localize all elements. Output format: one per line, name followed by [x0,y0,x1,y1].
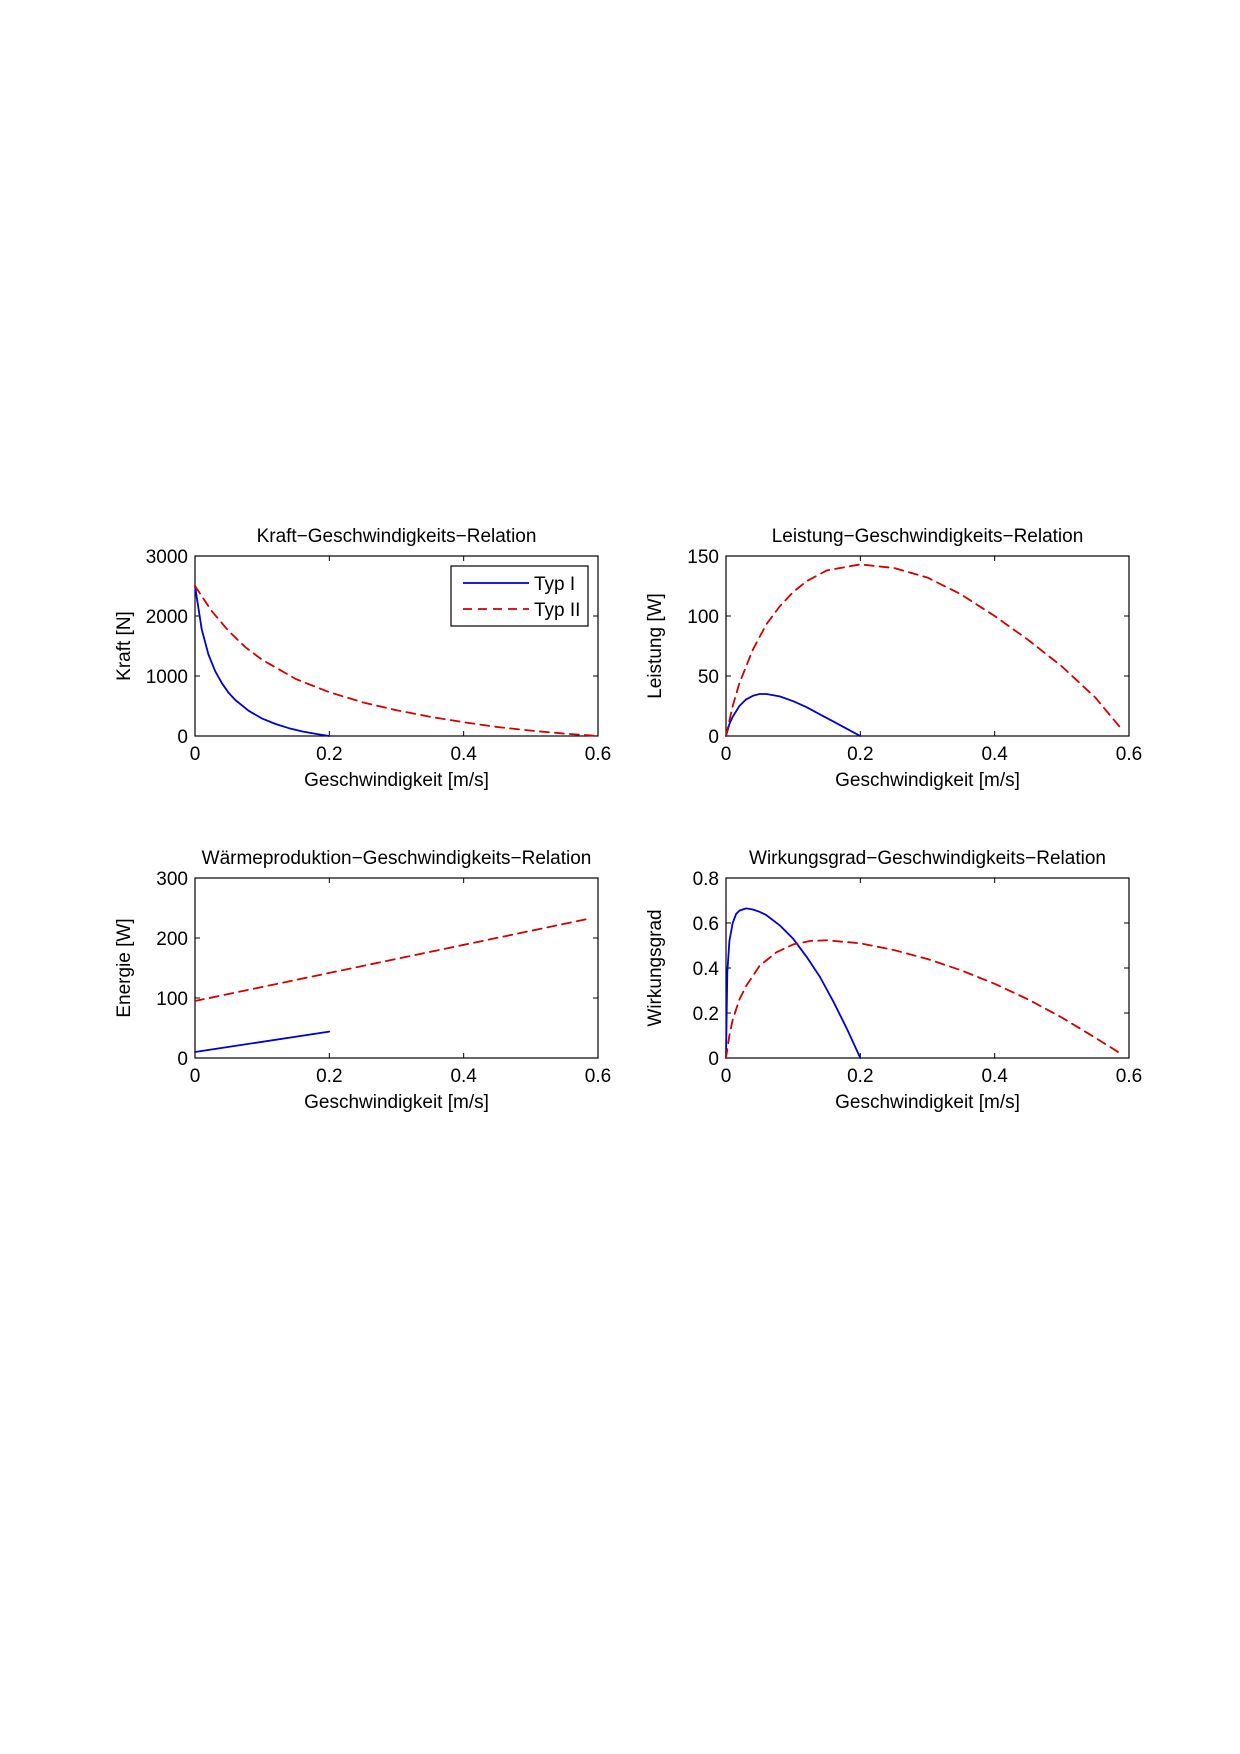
x-tick-label: 0 [190,744,201,765]
legend: Typ I Typ II [450,565,589,627]
chart-title: Wärmeproduktion−Geschwindigkeits−Relatio… [202,848,592,869]
chart-title: Kraft−Geschwindigkeits−Relation [257,526,537,547]
y-tick-label: 0.8 [693,869,719,890]
x-tick-label: 0.6 [1116,1066,1142,1087]
series-line-typ1 [194,585,331,737]
y-tick-label: 50 [698,667,719,688]
legend-label: Typ I [534,574,575,595]
series-line-typ1 [725,693,862,737]
x-axis-label: Geschwindigkeit [m/s] [304,770,489,791]
x-tick-label: 0 [721,1066,732,1087]
y-axis-label: Energie [W] [114,918,135,1017]
x-tick-label: 0.4 [450,744,477,765]
x-tick-label: 0.4 [981,744,1008,765]
x-tick-label: 0.6 [585,1066,611,1087]
series-line-typ2 [194,585,599,737]
x-tick-label: 0.4 [981,1066,1008,1087]
y-tick-label: 0 [177,1049,188,1070]
y-tick-label: 2000 [146,607,188,628]
x-axis-label: Geschwindigkeit [m/s] [835,770,1020,791]
y-tick-label: 3000 [146,547,188,568]
x-tick-label: 0 [721,744,732,765]
plot-area-frame [725,877,1130,1059]
y-tick-label: 0 [708,727,719,748]
y-tick-label: 300 [156,869,188,890]
y-tick-label: 0 [177,727,188,748]
legend-label: Typ II [534,600,580,621]
y-axis-label: Wirkungsgrad [645,909,666,1026]
series-line-typ1 [725,907,862,1059]
series-line-typ1 [194,1030,331,1053]
series-line-typ2 [725,939,1124,1059]
y-tick-label: 150 [687,547,719,568]
y-axis-label: Kraft [N] [114,611,135,681]
x-axis-label: Geschwindigkeit [m/s] [304,1092,489,1113]
chart-panel-1: 0 0.2 0.4 0.6 0 1000 2000 3000 Kraft−Geschwindig… [114,526,611,791]
x-tick-label: 0 [190,1066,201,1087]
y-tick-label: 100 [156,989,188,1010]
series-line-typ2 [194,917,593,1002]
chart-title: Leistung−Geschwindigkeits−Relation [772,526,1084,547]
x-axis-label: Geschwindigkeit [m/s] [835,1092,1020,1113]
chart-panel-4: 0 0.2 0.4 0.6 0 0.2 0.4 0.6 0.8 Wirkungsgrad−Gesc… [645,848,1142,1113]
y-tick-label: 100 [687,607,719,628]
x-tick-label: 0.2 [847,744,873,765]
legend-box [450,565,589,627]
y-tick-label: 0.4 [693,959,720,980]
y-tick-label: 0.6 [693,914,719,935]
x-tick-label: 0.6 [585,744,611,765]
chart-title: Wirkungsgrad−Geschwindigkeits−Relation [749,848,1106,869]
y-tick-label: 1000 [146,667,188,688]
chart-panel-3: 0 0.2 0.4 0.6 0 100 200 300 Wärmeproduktion−Gesc… [114,848,611,1113]
x-tick-label: 0.6 [1116,744,1142,765]
y-tick-label: 0 [708,1049,719,1070]
plot-area-frame [194,877,599,1059]
chart-panel-2: 0 0.2 0.4 0.6 0 50 100 150 Leistung−Geschwindigk… [645,526,1142,791]
plot-area-frame [725,555,1130,737]
plot-area-frame [194,555,599,737]
series-line-typ2 [725,563,1124,737]
x-tick-label: 0.2 [316,744,342,765]
y-tick-label: 200 [156,929,188,950]
x-tick-label: 0.4 [450,1066,477,1087]
y-axis-label: Leistung [W] [645,593,666,699]
x-tick-label: 0.2 [316,1066,342,1087]
y-tick-label: 0.2 [693,1004,719,1025]
x-tick-label: 0.2 [847,1066,873,1087]
